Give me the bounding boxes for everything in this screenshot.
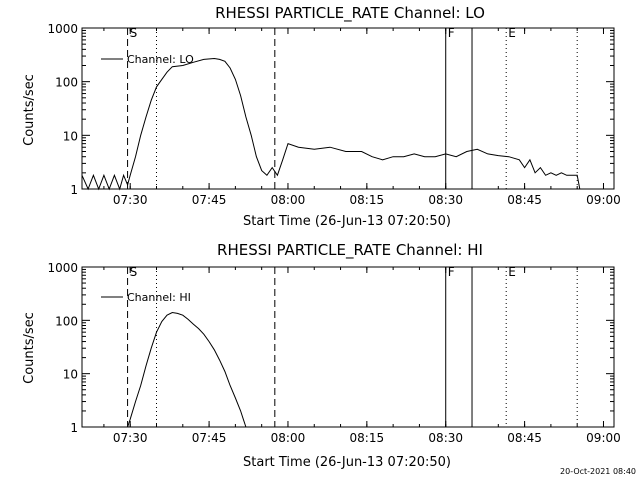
plot-frame: [81, 266, 615, 428]
x-tick-label: 08:00: [271, 193, 306, 207]
event-marker-label: E: [508, 265, 516, 279]
x-axis-label: Start Time (26-Jun-13 07:20:50): [243, 455, 451, 470]
timestamp: 20-Oct-2021 08:40: [560, 467, 636, 476]
y-tick-label: 10: [63, 368, 78, 382]
x-tick-label: 07:45: [192, 431, 227, 445]
x-tick-label: 08:45: [507, 431, 542, 445]
chart-title: RHESSI PARTICLE_RATE Channel: LO: [215, 4, 485, 23]
series-line: [81, 57, 581, 191]
x-tick-label: 09:00: [586, 193, 621, 207]
lo-channel-panel: RHESSI PARTICLE_RATE Channel: LO Start T…: [22, 4, 621, 229]
y-tick-label: 1: [70, 183, 78, 197]
y-tick-label: 1000: [47, 22, 78, 36]
series-line: [127, 311, 247, 428]
y-axis-label: Counts/sec: [22, 74, 37, 146]
chart-title: RHESSI PARTICLE_RATE Channel: HI: [217, 241, 483, 260]
x-tick-label: 07:30: [113, 431, 148, 445]
x-tick-label: 08:45: [507, 193, 542, 207]
x-tick-label: 07:30: [113, 193, 148, 207]
legend-label: Channel: LO: [127, 53, 194, 66]
plot-frame: [81, 27, 615, 190]
event-marker-label: S: [130, 26, 138, 40]
legend: Channel: HI: [101, 291, 191, 304]
x-tick-label: 09:00: [586, 431, 621, 445]
x-tick-label: 08:15: [350, 193, 385, 207]
y-tick-label: 1: [70, 421, 78, 435]
x-tick-label: 07:45: [192, 193, 227, 207]
y-tick-label: 10: [63, 129, 78, 143]
event-marker-label: S: [130, 265, 138, 279]
event-marker-label: F: [448, 265, 455, 279]
event-marker-label: E: [508, 26, 516, 40]
y-tick-label: 100: [55, 76, 78, 90]
y-tick-label: 100: [55, 314, 78, 328]
x-tick-label: 08:30: [428, 193, 463, 207]
x-tick-label: 08:30: [428, 431, 463, 445]
legend-label: Channel: HI: [127, 291, 191, 304]
event-marker-label: F: [448, 26, 455, 40]
hi-channel-panel: RHESSI PARTICLE_RATE Channel: HI Start T…: [22, 241, 621, 470]
y-axis-label: Counts/sec: [22, 312, 37, 384]
legend: Channel: LO: [101, 53, 194, 66]
x-tick-label: 08:00: [271, 431, 306, 445]
x-axis-label: Start Time (26-Jun-13 07:20:50): [243, 214, 451, 229]
x-tick-label: 08:15: [350, 431, 385, 445]
y-tick-label: 1000: [47, 261, 78, 275]
